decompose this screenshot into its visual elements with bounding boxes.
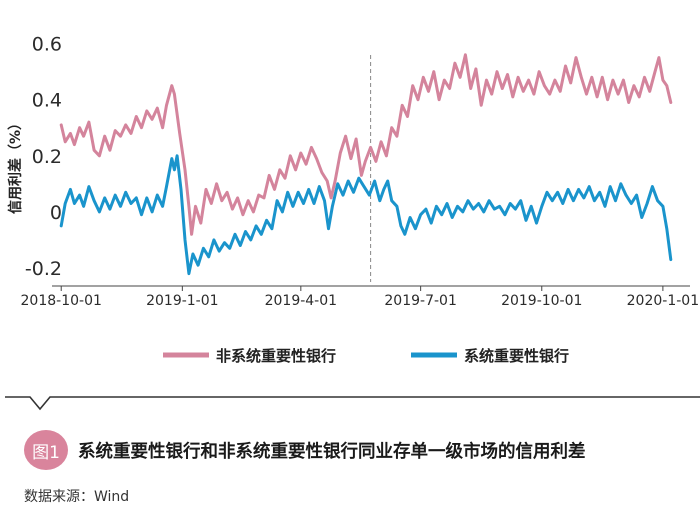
x-tick-label: 2020-1-01 (627, 293, 699, 309)
series-line-2 (59, 154, 673, 276)
series-group (59, 53, 673, 276)
y-tick-label: -0.2 (25, 258, 62, 280)
legend: 非系统重要性银行 系统重要性银行 (163, 347, 569, 365)
y-tick-label: 0 (50, 202, 62, 224)
plot-area (52, 53, 690, 287)
y-tick-label: 0.6 (32, 34, 62, 56)
x-tick-label: 2019-1-01 (146, 293, 218, 309)
separator (5, 396, 700, 411)
series-line-1 (59, 53, 673, 236)
x-tick-label: 2019-7-01 (384, 293, 456, 309)
data-source: 数据来源：Wind (24, 489, 130, 505)
y-tick-label: 0.4 (32, 90, 62, 112)
x-axis: 2018-10-01 2019-1-01 2019-4-01 2019-7-01 201… (21, 286, 699, 309)
figure-caption: 图1 系统重要性银行和非系统重要性银行同业存单一级市场的信用利差 (24, 430, 586, 470)
x-tick-label: 2019-4-01 (265, 293, 337, 309)
figure-number-badge: 图1 (24, 430, 68, 470)
y-axis: 0.6 0.4 0.2 0 -0.2 (25, 34, 62, 280)
x-tick-label: 2019-10-01 (501, 293, 582, 309)
legend-label: 系统重要性银行 (464, 347, 569, 365)
legend-label: 非系统重要性银行 (216, 347, 336, 365)
figure-title: 系统重要性银行和非系统重要性银行同业存单一级市场的信用利差 (78, 441, 586, 462)
y-tick-label: 0.2 (32, 146, 62, 168)
y-axis-label: 信用利差（%） (7, 116, 24, 214)
x-tick-label: 2018-10-01 (21, 293, 102, 309)
